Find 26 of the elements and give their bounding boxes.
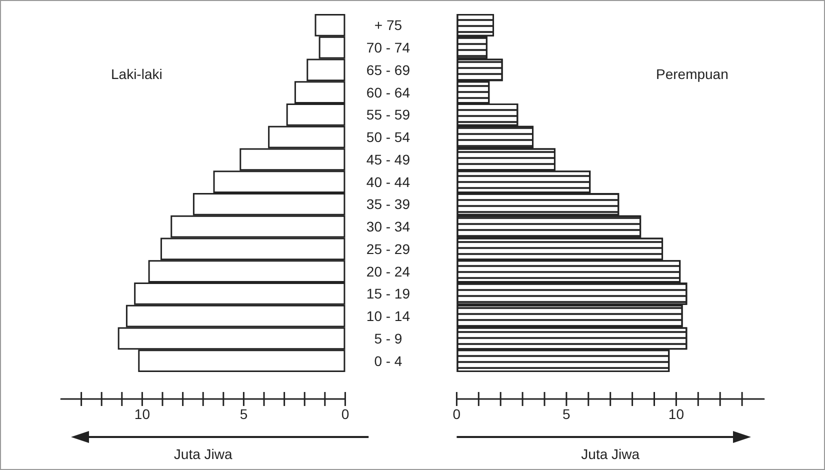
y-tick-label: 55 - 59	[366, 106, 410, 123]
x-tick-label: 10	[668, 406, 684, 422]
y-tick-label: 15 - 19	[366, 286, 410, 302]
x-axis-title: Juta Jiwa	[581, 446, 640, 462]
x-tick-label: 10	[134, 406, 150, 422]
y-tick-label: 45 - 49	[366, 151, 410, 168]
x-tick-label: 5	[240, 406, 248, 422]
y-tick-label: 60 - 64	[366, 84, 410, 100]
y-tick-label: 20 - 24	[366, 263, 410, 280]
text: Perempuan	[656, 66, 728, 82]
y-tick-label: 0 - 4	[374, 352, 402, 369]
y-tick-label: 10 - 14	[366, 308, 410, 324]
y-tick-label: 25 - 29	[366, 240, 410, 257]
y-tick-label: 35 - 39	[366, 196, 410, 212]
y-tick-label: 70 - 74	[366, 40, 410, 56]
text: Laki-laki	[111, 66, 162, 82]
x-axis-title: Juta Jiwa	[174, 446, 232, 462]
y-tick-label: + 75	[374, 17, 402, 34]
x-tick-label: 0	[452, 406, 461, 422]
y-tick-label: 50 - 54	[366, 129, 410, 146]
x-tick-label: 0	[341, 406, 350, 422]
y-tick-label: 65 - 69	[366, 62, 410, 78]
x-tick-label: 5	[562, 406, 571, 422]
y-tick-label: 40 - 44	[366, 174, 410, 190]
y-tick-label: 5 - 9	[374, 330, 402, 346]
y-tick-label: 30 - 34	[366, 218, 410, 235]
